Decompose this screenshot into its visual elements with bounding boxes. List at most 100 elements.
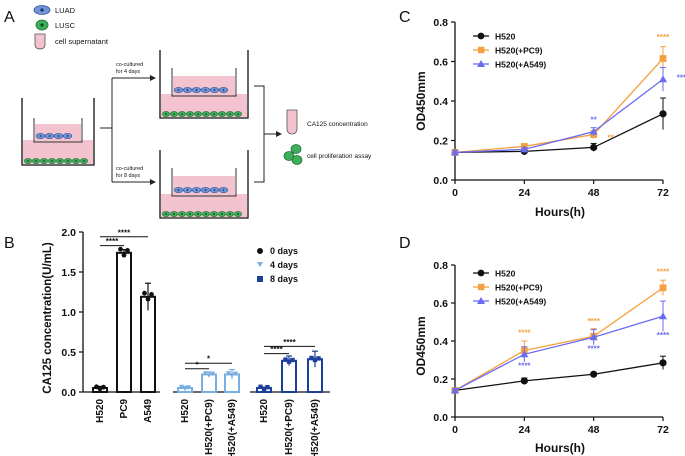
x-tick-label: 24 [518, 187, 530, 199]
y-tick-label: 0.0 [433, 175, 448, 187]
y-tick-label: 0.2 [433, 136, 448, 148]
significance-label: **** [677, 73, 685, 82]
cell-nucleus [66, 135, 69, 137]
legend-label: H520(+A549) [495, 297, 546, 307]
b-legend-8days: 8 days [270, 274, 298, 284]
b-data-point [206, 373, 212, 378]
legend-label: H520(+PC9) [495, 46, 543, 56]
b-data-point [182, 386, 188, 392]
cell-nucleus [83, 160, 85, 162]
b-data-point [286, 359, 292, 364]
legend-label: H520 [495, 269, 516, 279]
cell-nucleus [204, 189, 207, 191]
legend-lusc: LUSC [35, 19, 76, 31]
tube-icon [34, 33, 46, 50]
series-line [454, 315, 664, 391]
arrow-bottom-label-2: for 8 days [116, 173, 140, 179]
x-tick-label: 0 [452, 424, 458, 436]
significance-label: **** [587, 344, 600, 353]
b-y-tick-label: 1.0 [61, 307, 76, 319]
cell-nucleus [59, 160, 61, 162]
cell-nucleus [229, 213, 231, 215]
schematic-panel: LUAD LUSC cell supernatant co-cultured [21, 5, 372, 219]
line-chart-d: OD450mm Hours(h) 0.0 0.2 0.4 0.6 0.8 0 24 48 72 H… [414, 260, 670, 455]
data-point [659, 75, 667, 83]
panel-letter-b: B [4, 235, 15, 252]
arrow-top-label-1: co-cultured [116, 62, 143, 68]
cell-nucleus [48, 135, 51, 137]
data-point [659, 312, 667, 320]
b-data-point [225, 371, 232, 376]
y-tick-label: 0.6 [433, 57, 448, 69]
b-data-point [121, 252, 127, 258]
b-data-point [316, 356, 321, 361]
cell-nucleus [213, 189, 216, 191]
output-proliferation-label: cell proliferation assay [307, 153, 372, 160]
data-point [589, 127, 598, 135]
data-point [659, 55, 667, 62]
series-line [454, 113, 664, 153]
branch-arrows [100, 75, 156, 185]
cell-nucleus [197, 213, 199, 215]
cell-nucleus [165, 213, 167, 215]
c-y-axis-label: OD450mm [414, 71, 428, 130]
x-tick-label: 48 [588, 424, 600, 436]
cell-nucleus [67, 160, 69, 162]
data-point [659, 284, 667, 292]
cell-nucleus [221, 213, 223, 215]
b-x-tick-label: H520(+PC9) [204, 399, 215, 455]
data-point [520, 377, 528, 385]
cell-nucleus [205, 113, 207, 115]
output-ca125-label: CA125 concentration [307, 121, 368, 128]
x-tick-label: 72 [657, 424, 669, 436]
b-bar [140, 295, 156, 393]
legend-label: H520(+PC9) [495, 283, 543, 293]
merge-arrow [254, 85, 282, 183]
cell-nucleus [35, 160, 37, 162]
b-data-point [101, 384, 106, 390]
cell-nucleus [189, 213, 191, 215]
cell-nucleus [189, 113, 191, 115]
transwell-8-days [159, 150, 249, 219]
y-tick-label: 0.4 [433, 336, 448, 348]
b-significance-label: **** [283, 338, 296, 347]
legend-lusc-label: LUSC [55, 21, 76, 30]
b-y-axis-label: CA125 concentration(U/mL) [42, 242, 54, 394]
legend-label: H520(+A549) [495, 60, 546, 70]
b-data-point [149, 292, 154, 297]
significance-label: **** [657, 268, 670, 277]
b-significance-label: * [195, 360, 199, 369]
cell-nucleus [177, 189, 180, 191]
b-significance-label: **** [118, 228, 131, 237]
cell-nucleus [43, 160, 45, 162]
cell-nucleus [213, 113, 215, 115]
series-line [454, 362, 664, 392]
b-data-point [202, 371, 209, 376]
d-x-axis-label: Hours(h) [535, 441, 585, 455]
data-point [451, 148, 459, 156]
data-point [590, 143, 598, 152]
line-chart-c: OD450mm Hours(h) 0.0 0.2 0.4 0.6 0.8 0 24 48 72 H… [414, 17, 685, 219]
b-data-point [261, 386, 267, 391]
b-data-point [265, 385, 270, 390]
cell-nucleus [204, 89, 207, 91]
cell-nucleus [237, 213, 239, 215]
b-data-point [185, 385, 192, 390]
data-point [520, 350, 529, 358]
x-tick-label: 72 [657, 187, 669, 199]
b-data-point [145, 296, 151, 302]
cell-nucleus [186, 189, 189, 191]
b-legend-4days: 4 days [270, 260, 298, 270]
data-point [451, 386, 459, 394]
b-x-tick-label: H520(+PC9) [284, 399, 295, 455]
panel-letter-c: C [399, 9, 411, 26]
transwell-initial [21, 98, 95, 166]
x-tick-label: 0 [452, 187, 458, 199]
cell-nucleus [173, 113, 175, 115]
b-data-point [142, 290, 147, 296]
y-tick-label: 0.2 [433, 374, 448, 386]
legend-luad: LUAD [33, 5, 76, 15]
b-x-tick-label: A549 [143, 399, 154, 423]
cell-nucleus [195, 89, 198, 91]
